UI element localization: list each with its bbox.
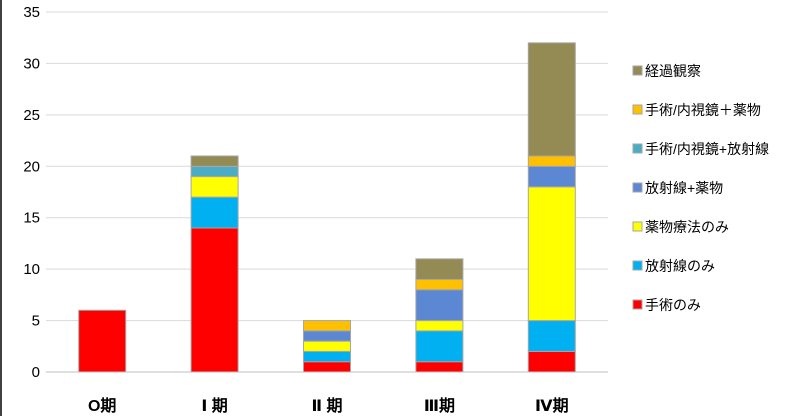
y-tick-label: 35	[23, 4, 40, 21]
bar-segment-cat4-series1	[527, 320, 576, 352]
legend-item-3: 放射線+薬物	[632, 180, 723, 196]
bar-segment-cat3-series2	[415, 320, 464, 332]
bar-segment-cat3-series6	[415, 258, 464, 280]
bars	[78, 42, 576, 373]
legend-item-1: 放射線のみ	[632, 258, 715, 274]
legend-item-0: 手術のみ	[632, 297, 701, 313]
bar-segment-cat2-series1	[303, 350, 351, 363]
bar-segment-cat4-series6	[527, 42, 576, 157]
legend-swatch	[632, 221, 643, 232]
y-tick-label: 20	[23, 158, 40, 175]
legend-item-6: 経過観察	[632, 63, 701, 79]
y-tick-label: 30	[23, 55, 40, 72]
x-category-label: Ⅳ期	[535, 396, 569, 415]
legend-swatch	[632, 104, 643, 115]
legend-item-5: 手術/内視鏡＋薬物	[632, 102, 761, 118]
legend-swatch	[632, 260, 643, 271]
bar-segment-cat4-series3	[527, 165, 576, 188]
y-tick-label: 10	[23, 261, 40, 278]
y-tick-label: 15	[23, 210, 40, 227]
legend-swatch	[632, 65, 643, 76]
bar-segment-cat1-series1	[190, 196, 239, 229]
legend-label: 手術/内視鏡+放射線	[645, 141, 769, 157]
legend: 経過観察手術/内視鏡＋薬物手術/内視鏡+放射線放射線+薬物薬物療法のみ放射線のみ…	[632, 63, 769, 313]
bar-segment-cat1-series4	[190, 165, 239, 178]
legend-label: 薬物療法のみ	[645, 219, 729, 235]
y-tick-label: 25	[23, 107, 40, 124]
legend-label: 経過観察	[645, 63, 701, 79]
bar-segment-cat3-series1	[415, 330, 464, 363]
x-category-label: Ⅰ 期	[201, 396, 227, 415]
y-tick-label: 0	[32, 364, 40, 381]
y-axis-ticks: 0 5 10 15 20 25 30 35	[23, 4, 40, 381]
bar-segment-cat1-series0	[190, 227, 239, 373]
y-tick-label: 5	[32, 313, 40, 330]
bar-segment-cat4-series2	[527, 186, 576, 322]
legend-label: 手術/内視鏡＋薬物	[645, 102, 761, 118]
legend-swatch	[632, 143, 643, 154]
legend-swatch	[632, 299, 643, 310]
bar-segment-cat0-series0	[78, 309, 127, 373]
bar-segment-cat4-series5	[527, 155, 576, 167]
legend-item-2: 薬物療法のみ	[632, 219, 729, 235]
x-category-label: Ⅱ 期	[312, 396, 343, 415]
bar-segment-cat2-series5	[303, 320, 351, 332]
legend-swatch	[632, 182, 643, 193]
bar-segment-cat1-series2	[190, 176, 239, 198]
x-axis-categories: O期 Ⅰ 期 Ⅱ 期 Ⅲ期 Ⅳ期	[88, 396, 569, 415]
x-category-label: Ⅲ期	[424, 396, 455, 415]
bar-segment-cat1-series6	[190, 155, 239, 167]
bar-segment-cat2-series2	[303, 340, 351, 352]
bar-segment-cat3-series5	[415, 278, 464, 291]
bar-segment-cat3-series3	[415, 289, 464, 322]
legend-label: 放射線+薬物	[645, 180, 723, 196]
x-category-label: O期	[88, 396, 116, 415]
legend-label: 手術のみ	[645, 297, 701, 313]
bar-segment-cat3-series0	[415, 361, 464, 373]
legend-item-4: 手術/内視鏡+放射線	[632, 141, 769, 157]
bar-segment-cat2-series3	[303, 330, 351, 342]
grid-lines	[46, 11, 608, 322]
bar-segment-cat2-series0	[303, 361, 351, 373]
bar-segment-cat4-series0	[527, 350, 576, 373]
legend-label: 放射線のみ	[645, 258, 715, 274]
